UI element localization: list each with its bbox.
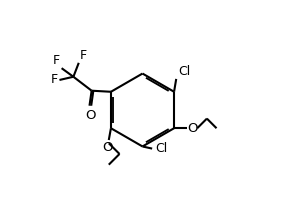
Text: O: O xyxy=(85,109,95,122)
Text: F: F xyxy=(51,73,58,86)
Text: O: O xyxy=(188,122,198,135)
Text: Cl: Cl xyxy=(178,65,191,78)
Text: F: F xyxy=(80,49,87,62)
Text: O: O xyxy=(103,141,113,154)
Text: Cl: Cl xyxy=(155,142,168,155)
Text: F: F xyxy=(52,54,60,67)
